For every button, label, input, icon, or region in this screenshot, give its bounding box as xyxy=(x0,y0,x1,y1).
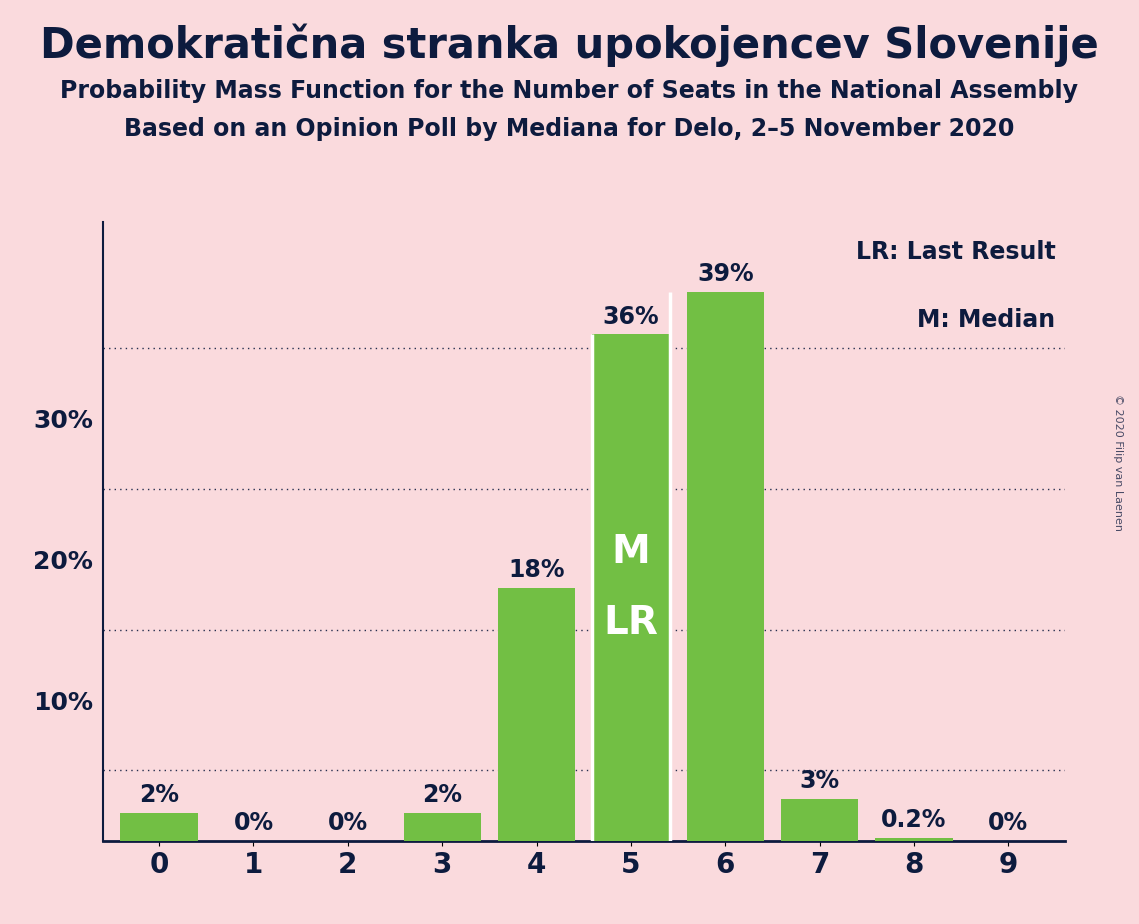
Text: 0%: 0% xyxy=(233,811,273,835)
Text: Probability Mass Function for the Number of Seats in the National Assembly: Probability Mass Function for the Number… xyxy=(60,79,1079,103)
Text: 36%: 36% xyxy=(603,305,659,329)
Bar xyxy=(121,813,198,841)
Text: LR: LR xyxy=(604,603,658,642)
Text: © 2020 Filip van Laenen: © 2020 Filip van Laenen xyxy=(1114,394,1123,530)
Text: 0%: 0% xyxy=(328,811,368,835)
Bar xyxy=(592,334,670,841)
Text: 2%: 2% xyxy=(423,783,462,807)
Text: 3%: 3% xyxy=(800,769,839,793)
Bar xyxy=(781,798,859,841)
Text: M: Median: M: Median xyxy=(917,309,1056,333)
Text: M: M xyxy=(612,533,650,571)
Text: Demokratična stranka upokojencev Slovenije: Demokratična stranka upokojencev Sloveni… xyxy=(40,23,1099,67)
Bar xyxy=(498,588,575,841)
Text: 0%: 0% xyxy=(989,811,1029,835)
Bar xyxy=(875,838,952,841)
Bar xyxy=(687,292,764,841)
Text: 18%: 18% xyxy=(508,558,565,582)
Bar xyxy=(403,813,481,841)
Text: LR: Last Result: LR: Last Result xyxy=(855,240,1056,264)
Text: 39%: 39% xyxy=(697,262,754,286)
Text: 0.2%: 0.2% xyxy=(882,808,947,833)
Text: Based on an Opinion Poll by Mediana for Delo, 2–5 November 2020: Based on an Opinion Poll by Mediana for … xyxy=(124,117,1015,141)
Text: 2%: 2% xyxy=(139,783,179,807)
